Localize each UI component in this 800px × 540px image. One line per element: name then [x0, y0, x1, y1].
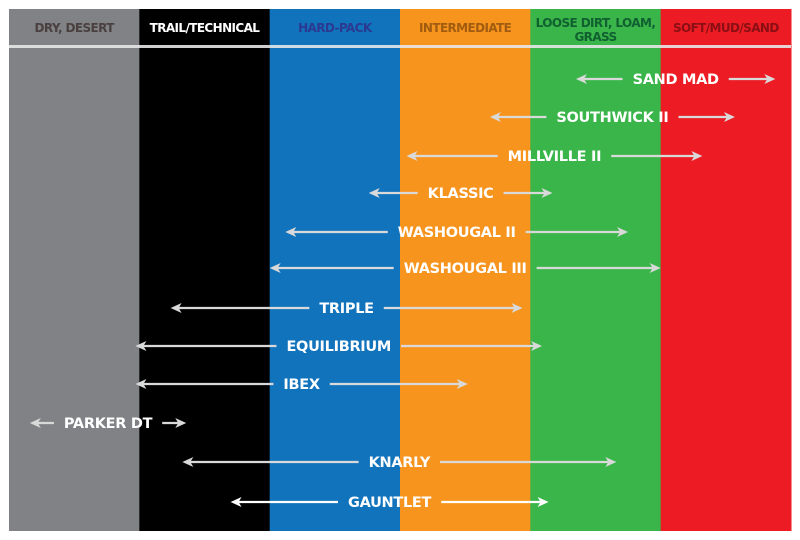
tire-range: WASHOUGAL II — [285, 225, 629, 241]
terrain-column: DRY, DESERT — [9, 9, 140, 531]
tire-name: TRIPLE — [319, 301, 373, 317]
tire-name: WASHOUGAL II — [398, 225, 516, 241]
tire-name: KLASSIC — [428, 186, 494, 202]
column-band — [400, 9, 531, 531]
arrowhead-icon — [723, 112, 735, 122]
tire-range: PARKER DT — [29, 416, 187, 432]
tire-range: MILLVILLE II — [406, 149, 703, 165]
tire-range: KLASSIC — [368, 186, 553, 202]
arrowhead-icon — [230, 497, 242, 507]
tire-name: EQUILIBRIUM — [286, 339, 391, 355]
arrowhead-icon — [135, 379, 147, 389]
column-band — [139, 9, 271, 531]
column-header: HARD-PACK — [298, 21, 373, 35]
arrowhead-icon — [537, 497, 549, 507]
tire-range: IBEX — [135, 377, 468, 393]
tire-name: MILLVILLE II — [508, 149, 602, 165]
tire-name: SOUTHWICK II — [556, 110, 668, 126]
arrowhead-icon — [541, 188, 553, 198]
tire-range: EQUILIBRIUM — [135, 339, 543, 355]
tire-name: KNARLY — [369, 455, 431, 471]
arrowhead-icon — [182, 457, 194, 467]
arrowhead-icon — [406, 151, 418, 161]
header-divider — [9, 45, 791, 48]
tire-range: GAUNTLET — [230, 495, 549, 511]
terrain-column: HARD-PACK — [269, 9, 401, 531]
column-band — [9, 9, 140, 531]
arrowhead-icon — [269, 263, 281, 273]
column-band — [530, 9, 662, 531]
arrowhead-icon — [368, 188, 380, 198]
arrowhead-icon — [456, 379, 468, 389]
arrowhead-icon — [511, 303, 523, 313]
terrain-column: LOOSE DIRT, LOAM, GRASS — [530, 9, 662, 531]
arrowhead-icon — [135, 341, 147, 351]
column-header: LOOSE DIRT, LOAM, GRASS — [536, 16, 656, 44]
terrain-column: TRAIL/TECHNICAL — [139, 9, 271, 531]
arrowhead-icon — [489, 112, 501, 122]
tire-range: SOUTHWICK II — [489, 110, 735, 126]
tire-range: WASHOUGAL III — [269, 261, 661, 277]
column-header: INTERMEDIATE — [419, 21, 512, 35]
arrowhead-icon — [764, 74, 776, 84]
arrowhead-icon — [175, 418, 187, 428]
arrowhead-icon — [285, 227, 297, 237]
column-header: DRY, DESERT — [35, 21, 116, 35]
terrain-column: INTERMEDIATE — [400, 9, 531, 531]
arrowhead-icon — [29, 418, 41, 428]
arrowhead-icon — [605, 457, 617, 467]
tire-range: SAND MAD — [575, 72, 776, 88]
tire-range: KNARLY — [182, 455, 617, 471]
terrain-column: SOFT/MUD/SAND — [660, 9, 792, 531]
column-header: TRAIL/TECHNICAL — [150, 21, 261, 35]
tire-range: TRIPLE — [170, 301, 523, 317]
tire-name: WASHOUGAL III — [404, 261, 527, 277]
tire-name: SAND MAD — [633, 72, 719, 88]
arrowhead-icon — [649, 263, 661, 273]
arrowhead-icon — [575, 74, 587, 84]
arrowhead-icon — [691, 151, 703, 161]
column-band — [660, 9, 792, 531]
tire-name: IBEX — [283, 377, 319, 393]
column-band — [269, 9, 401, 531]
tire-name: PARKER DT — [64, 416, 153, 432]
column-header: SOFT/MUD/SAND — [673, 21, 779, 35]
arrowhead-icon — [531, 341, 543, 351]
arrowhead-icon — [617, 227, 629, 237]
tire-name: GAUNTLET — [348, 495, 432, 511]
arrowhead-icon — [170, 303, 182, 313]
